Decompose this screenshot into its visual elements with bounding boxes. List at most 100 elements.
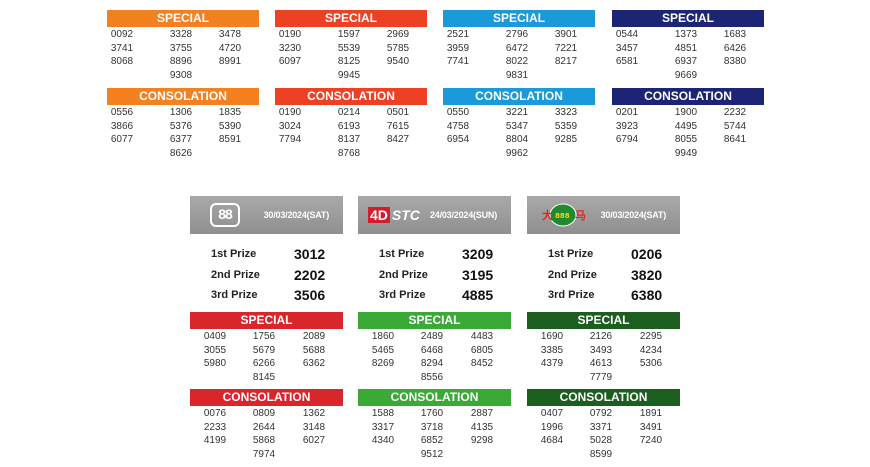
special-number: 0190 <box>278 29 302 40</box>
consolation-number: 3371 <box>589 421 613 433</box>
special-header: SPECIAL <box>612 10 764 27</box>
consolation-number: 0190 <box>278 107 302 118</box>
consolation-number: 4684 <box>540 435 564 446</box>
consolation-number: 6193 <box>337 120 361 132</box>
special-number: 4613 <box>589 358 613 369</box>
special-number: 6937 <box>674 56 698 67</box>
draw-date: 30/03/2024(SAT) <box>263 210 330 220</box>
consolation-header: CONSOLATION <box>190 389 343 406</box>
special-number: 8556 <box>420 371 444 383</box>
special-number: 9831 <box>505 69 529 81</box>
special-number: 4720 <box>218 42 242 54</box>
consolation-number: 7974 <box>252 448 276 460</box>
special-number: 2489 <box>420 331 444 342</box>
prize-label: 1st Prize <box>211 248 257 260</box>
consolation-number: 4340 <box>371 435 395 446</box>
consolation-number: 9949 <box>674 147 698 159</box>
consolation-number: 0792 <box>589 408 613 419</box>
special-number: 3328 <box>169 29 193 40</box>
special-number: 2796 <box>505 29 529 40</box>
special-number: 6362 <box>302 358 326 369</box>
special-number: 8452 <box>470 358 494 369</box>
consolation-number: 3491 <box>639 421 663 433</box>
prize-value: 3506 <box>294 287 326 303</box>
consolation-header: CONSOLATION <box>107 88 259 105</box>
consolation-number: 1362 <box>302 408 326 419</box>
special-number: 8269 <box>371 358 395 369</box>
consolation-number: 0201 <box>615 107 639 118</box>
special-number: 9945 <box>337 69 361 81</box>
prize-label: 2nd Prize <box>379 268 428 281</box>
special-number: 9540 <box>386 56 410 67</box>
consolation-number: 6852 <box>420 435 444 446</box>
consolation-number: 3024 <box>278 120 302 132</box>
consolation-number: 3221 <box>505 107 529 118</box>
consolation-number: 1306 <box>169 107 193 118</box>
special-number: 3385 <box>540 344 564 356</box>
special-number: 5688 <box>302 344 326 356</box>
consolation-number: 4199 <box>203 435 227 446</box>
operator-header: 4D STC 24/03/2024(SUN) <box>358 196 511 234</box>
special-number: 5539 <box>337 42 361 54</box>
special-number: 5306 <box>639 358 663 369</box>
svg-text:888: 888 <box>555 212 570 220</box>
consolation-number: 1900 <box>674 107 698 118</box>
consolation-header: CONSOLATION <box>527 389 680 406</box>
consolation-number: 0501 <box>386 107 410 118</box>
special-number: 6581 <box>615 56 639 67</box>
consolation-number: 8626 <box>169 147 193 159</box>
operator-88-logo: 88 <box>210 203 240 227</box>
consolation-number: 6377 <box>169 134 193 145</box>
special-number: 3959 <box>446 42 470 54</box>
consolation-number: 2232 <box>723 107 747 118</box>
draw-date: 30/03/2024(SAT) <box>600 210 667 220</box>
consolation-number: 5347 <box>505 120 529 132</box>
logo-stc-text: STC <box>391 207 420 223</box>
special-number: 6472 <box>505 42 529 54</box>
special-number: 3478 <box>218 29 242 40</box>
special-number: 5679 <box>252 344 276 356</box>
prize-label: 2nd Prize <box>548 268 597 281</box>
special-number: 2969 <box>386 29 410 40</box>
consolation-number: 8055 <box>674 134 698 145</box>
special-number: 0409 <box>203 331 227 342</box>
special-number: 3901 <box>554 29 578 40</box>
consolation-number: 6794 <box>615 134 639 145</box>
consolation-number: 7794 <box>278 134 302 145</box>
consolation-number: 0076 <box>203 408 227 419</box>
consolation-number: 8599 <box>589 448 613 460</box>
special-number: 4379 <box>540 358 564 369</box>
consolation-number: 3323 <box>554 107 578 118</box>
consolation-number: 8804 <box>505 134 529 145</box>
special-number: 6266 <box>252 358 276 369</box>
consolation-header: CONSOLATION <box>443 88 595 105</box>
special-number: 3055 <box>203 344 227 356</box>
special-number: 3230 <box>278 42 302 54</box>
operator-header: 88 30/03/2024(SAT) <box>190 196 343 234</box>
consolation-number: 2233 <box>203 421 227 433</box>
consolation-number: 1588 <box>371 408 395 419</box>
consolation-number: 1760 <box>420 408 444 419</box>
prize-value: 4885 <box>462 287 494 303</box>
consolation-number: 3866 <box>110 120 134 132</box>
special-number: 9308 <box>169 69 193 81</box>
special-number: 1373 <box>674 29 698 40</box>
consolation-number: 5028 <box>589 435 613 446</box>
consolation-number: 5390 <box>218 120 242 132</box>
consolation-number: 9298 <box>470 435 494 446</box>
special-number: 8068 <box>110 56 134 67</box>
special-number: 6805 <box>470 344 494 356</box>
special-number: 3741 <box>110 42 134 54</box>
consolation-number: 6077 <box>110 134 134 145</box>
consolation-number: 6954 <box>446 134 470 145</box>
special-number: 2126 <box>589 331 613 342</box>
consolation-number: 5868 <box>252 435 276 446</box>
special-number: 6468 <box>420 344 444 356</box>
special-number: 9669 <box>674 69 698 81</box>
consolation-number: 3148 <box>302 421 326 433</box>
prize-value: 3820 <box>631 266 663 283</box>
special-number: 5980 <box>203 358 227 369</box>
special-header: SPECIAL <box>358 312 511 329</box>
special-number: 8991 <box>218 56 242 67</box>
consolation-number: 6027 <box>302 435 326 446</box>
